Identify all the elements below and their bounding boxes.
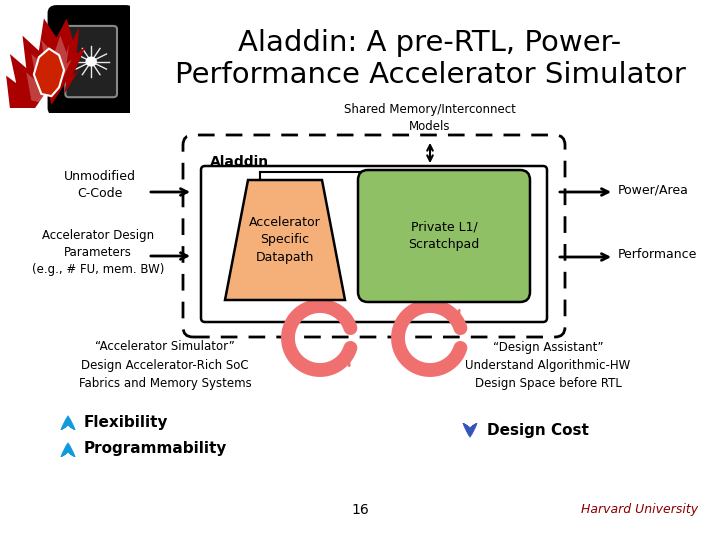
Text: Performance: Performance [618, 248, 698, 261]
Text: Aladdin: A pre-RTL, Power-: Aladdin: A pre-RTL, Power- [238, 29, 621, 57]
Text: Private L1/
Scratchpad: Private L1/ Scratchpad [408, 221, 480, 251]
Text: Aladdin: Aladdin [210, 155, 269, 169]
Text: Flexibility: Flexibility [84, 415, 168, 429]
Text: Harvard University: Harvard University [582, 503, 698, 516]
Text: “Accelerator Simulator”
Design Accelerator-Rich SoC
Fabrics and Memory Systems: “Accelerator Simulator” Design Accelerat… [78, 341, 251, 389]
Text: Shared Memory/Interconnect
Models: Shared Memory/Interconnect Models [344, 103, 516, 133]
Text: Accelerator Design
Parameters
(e.g., # FU, mem. BW): Accelerator Design Parameters (e.g., # F… [32, 228, 164, 275]
FancyBboxPatch shape [66, 26, 117, 97]
Text: Design Cost: Design Cost [487, 422, 589, 437]
Text: Power/Area: Power/Area [618, 184, 689, 197]
Circle shape [86, 57, 96, 66]
Text: 16: 16 [351, 503, 369, 517]
FancyBboxPatch shape [183, 135, 565, 337]
FancyBboxPatch shape [358, 170, 530, 302]
FancyBboxPatch shape [49, 6, 133, 114]
Polygon shape [34, 49, 64, 96]
Polygon shape [27, 36, 72, 103]
Text: Accelerator
Specific
Datapath: Accelerator Specific Datapath [249, 217, 321, 264]
Polygon shape [225, 180, 345, 300]
Text: Unmodified
C-Code: Unmodified C-Code [64, 170, 136, 200]
Text: Programmability: Programmability [84, 442, 228, 456]
Polygon shape [6, 18, 86, 108]
Text: “Design Assistant”
Understand Algorithmic-HW
Design Space before RTL: “Design Assistant” Understand Algorithmi… [465, 341, 631, 389]
Text: Performance Accelerator Simulator: Performance Accelerator Simulator [174, 61, 685, 89]
